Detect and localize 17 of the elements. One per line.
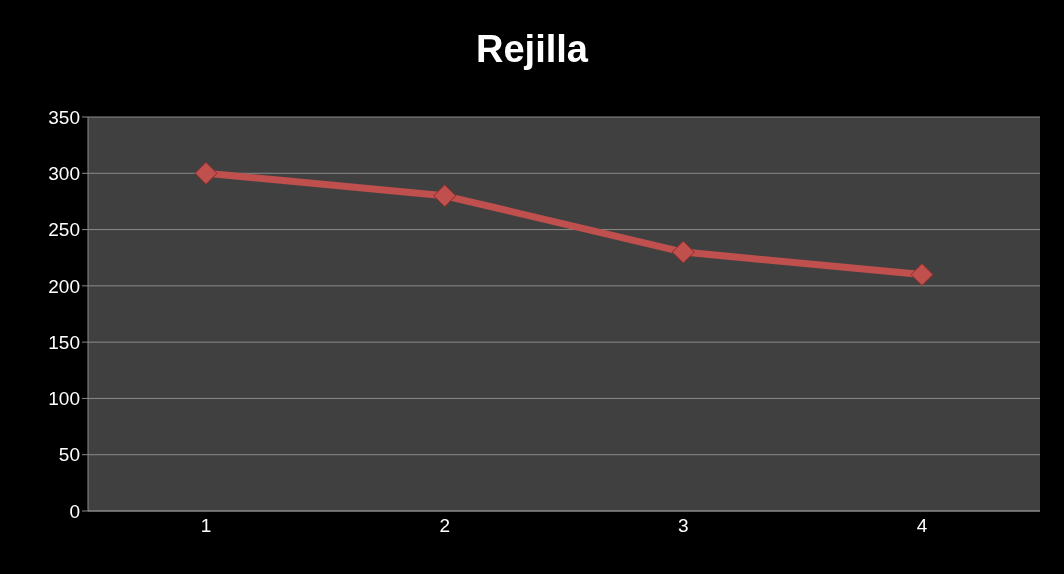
- y-tick-label: 200: [48, 275, 80, 297]
- y-tick-label: 300: [48, 163, 80, 185]
- y-tick-label: 250: [48, 219, 80, 241]
- x-tick-label: 2: [439, 515, 450, 537]
- x-tick-label: 4: [916, 515, 928, 537]
- y-tick-label: 350: [48, 106, 80, 128]
- point: [671, 240, 695, 264]
- chart-title: Rejilla: [475, 28, 589, 71]
- y-tick-label: 0: [69, 500, 80, 522]
- y-tick-label: 100: [48, 388, 80, 410]
- x-tick-label: 3: [678, 515, 689, 537]
- y-tick-label: 150: [48, 331, 80, 353]
- point: [433, 184, 457, 208]
- x-tick-label: 1: [200, 515, 212, 537]
- point: [194, 161, 218, 185]
- y-tick-label: 50: [58, 444, 80, 466]
- point: [910, 263, 934, 287]
